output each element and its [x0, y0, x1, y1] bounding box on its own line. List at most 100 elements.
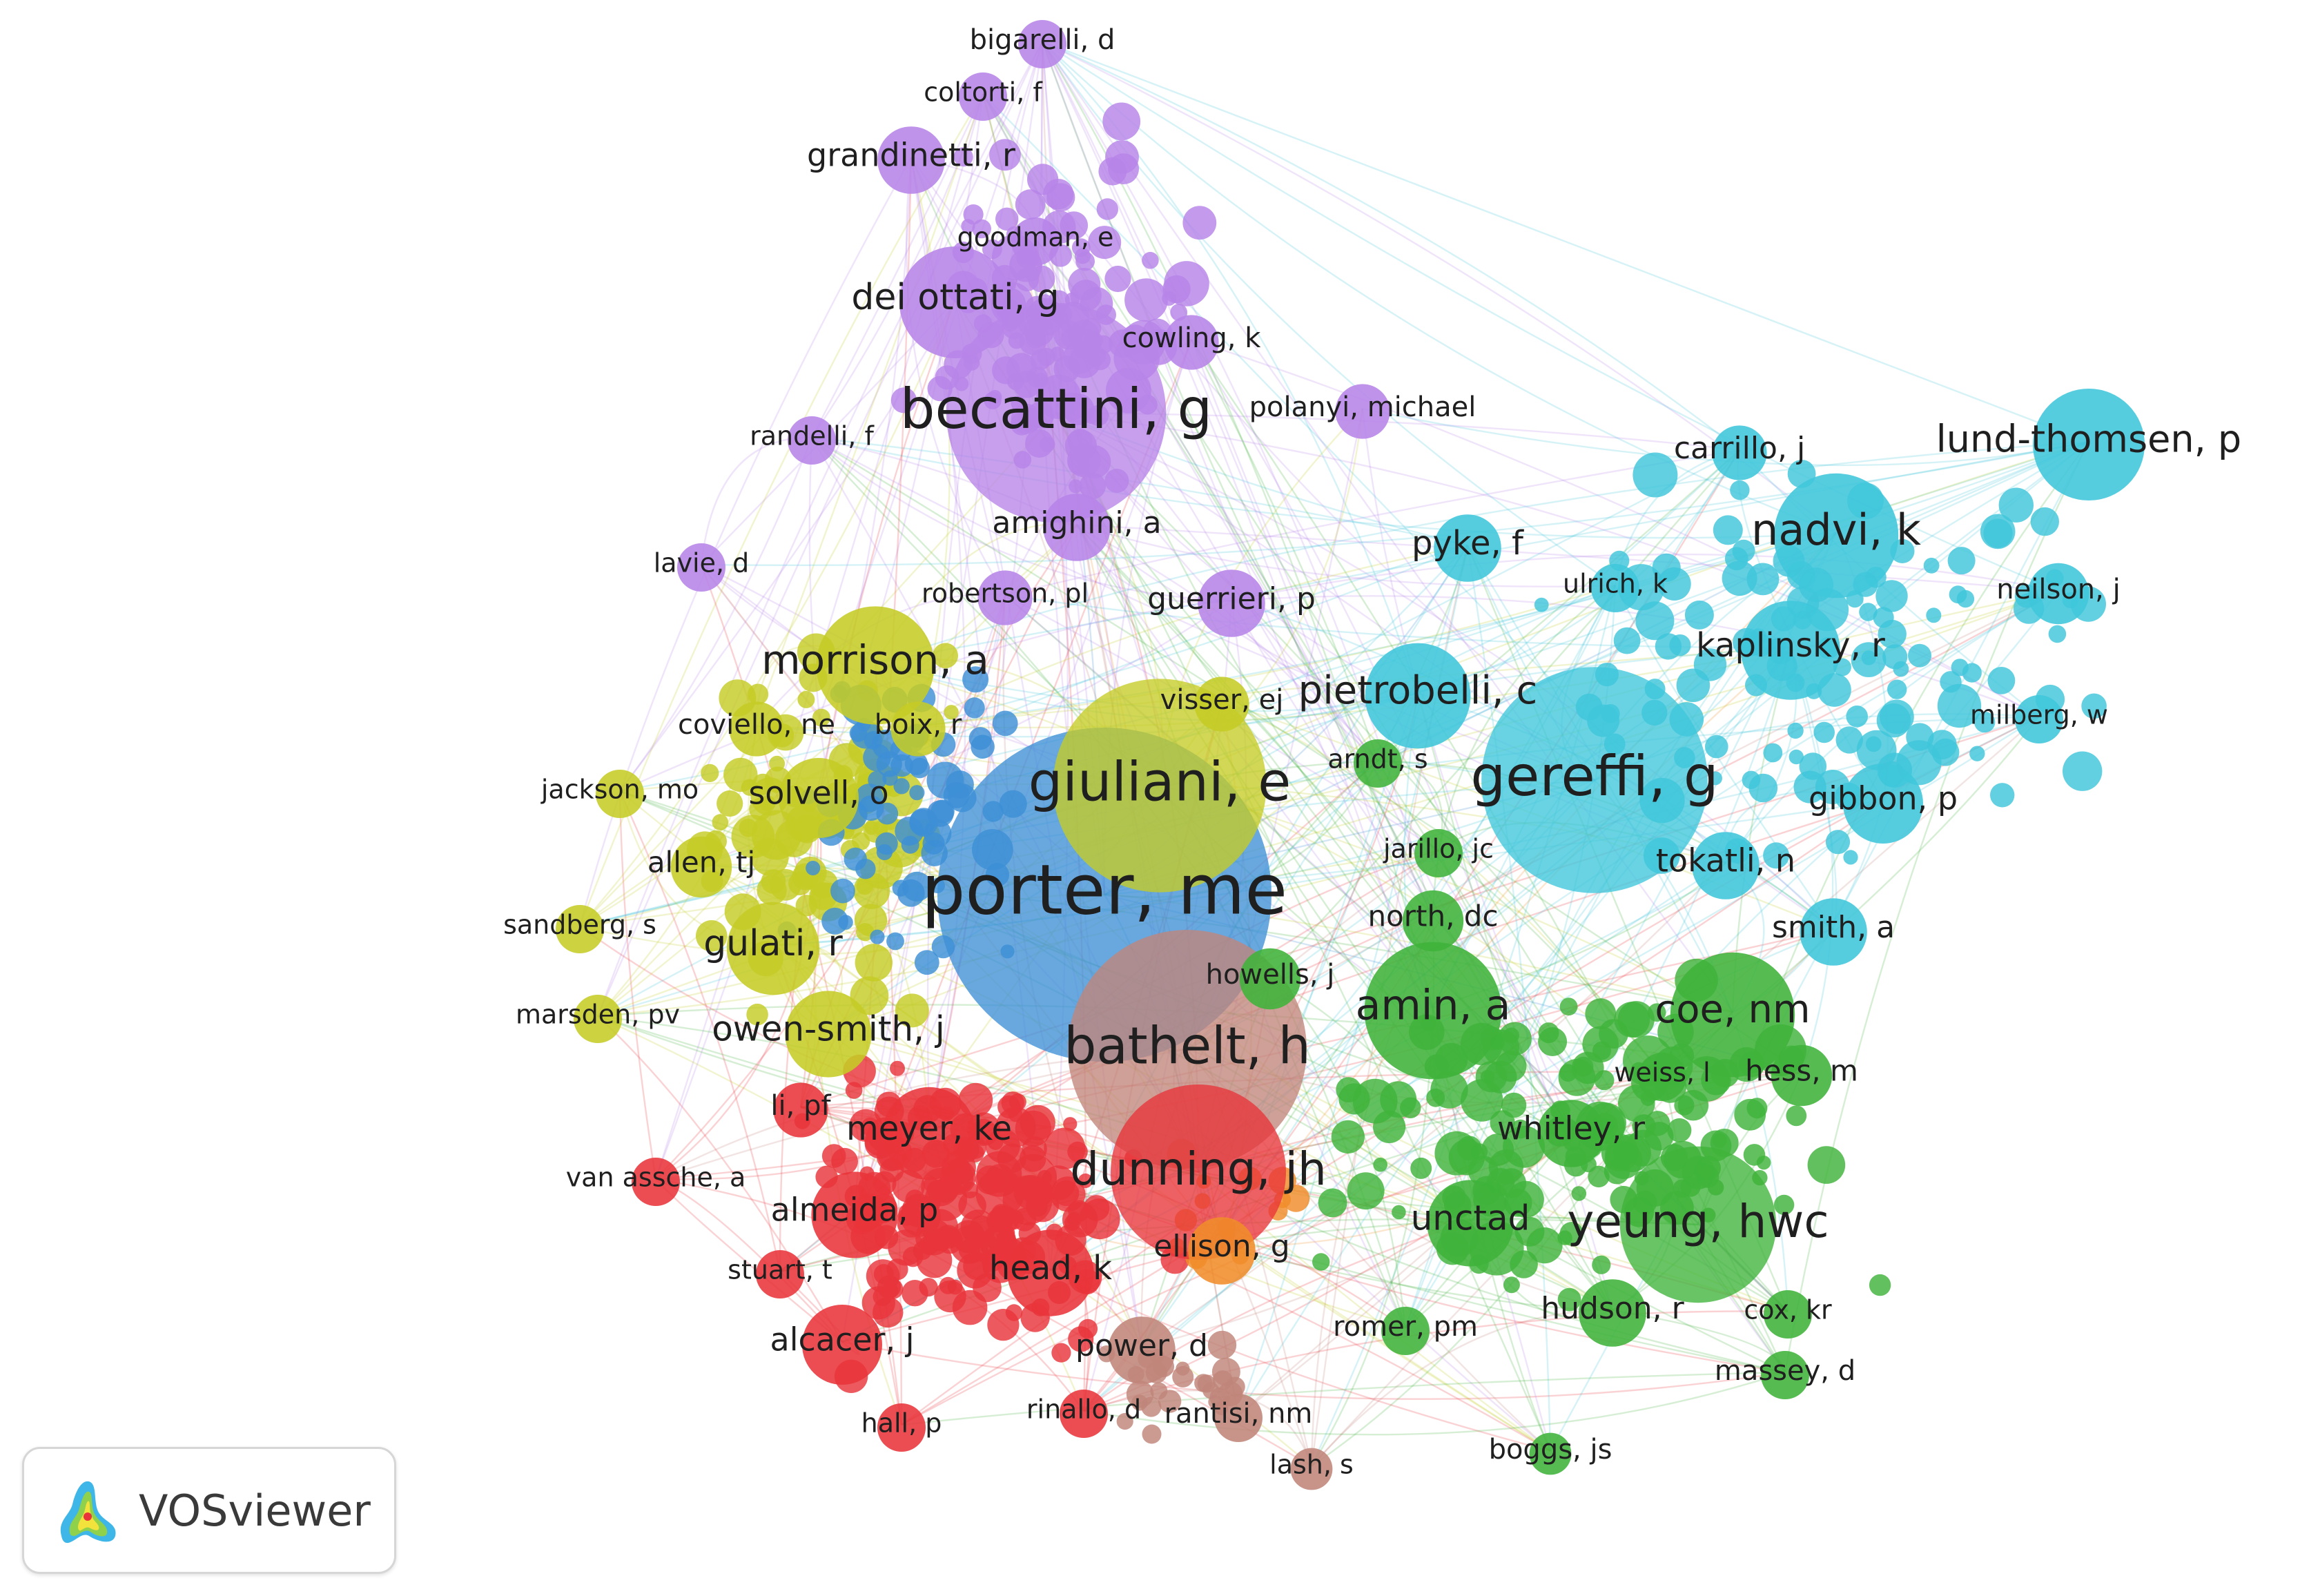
node-coltorti-f[interactable] [959, 72, 1007, 121]
node-unctad[interactable] [1427, 1180, 1514, 1267]
node-bigarelli-d[interactable] [1018, 20, 1066, 68]
node-jarillo-jc[interactable] [1414, 829, 1463, 877]
node-morrison-a[interactable] [816, 606, 935, 725]
node-guerrieri-p[interactable] [1198, 570, 1265, 637]
citation-link [618, 790, 781, 1272]
citation-link [1362, 407, 2089, 467]
node-robertson-pl[interactable] [977, 570, 1033, 625]
node-rantisi-nm[interactable] [1214, 1394, 1263, 1442]
minor-node [1116, 1412, 1133, 1430]
node-arndt-s[interactable] [1354, 739, 1402, 788]
minor-node [1926, 607, 1942, 623]
node-goodman-e[interactable] [1011, 217, 1060, 266]
node-label: boggs, js [1489, 1434, 1612, 1466]
node-gulati-r[interactable] [726, 902, 820, 995]
node-allen-tj[interactable] [670, 836, 732, 898]
node-milberg-w[interactable] [2015, 695, 2063, 743]
node-boix-r[interactable] [890, 701, 946, 757]
node-rinallo-d[interactable] [1060, 1390, 1108, 1438]
minor-node [1490, 1110, 1515, 1136]
node-hess-m[interactable] [1771, 1044, 1833, 1107]
node-ellison-g[interactable] [1188, 1217, 1256, 1285]
node-lash-s[interactable] [1290, 1448, 1333, 1490]
node-label: lavie, d [654, 548, 750, 578]
node-dunning-jh[interactable] [1111, 1084, 1286, 1260]
node-owen-smith-j[interactable] [785, 991, 872, 1078]
minor-node [1835, 726, 1863, 754]
node-visser-ej[interactable] [1194, 677, 1249, 732]
node-lund-thomsen-p[interactable] [2033, 389, 2145, 500]
citation-link [1141, 1219, 1471, 1349]
minor-node [995, 207, 1019, 231]
node-polanyi-michael[interactable] [1335, 384, 1390, 439]
node-north-dc[interactable] [1402, 890, 1464, 952]
minor-node [868, 770, 887, 790]
node-label: sandberg, s [503, 910, 656, 940]
node-romer-pm[interactable] [1381, 1307, 1430, 1355]
node-sandberg-s[interactable] [556, 905, 604, 953]
node-randelli-f[interactable] [788, 416, 836, 465]
node-boggs-js[interactable] [1529, 1432, 1572, 1475]
node-label: hess, m [1745, 1054, 1858, 1088]
node-nadvi-k[interactable] [1773, 473, 1899, 598]
node-marsden-pv[interactable] [574, 995, 622, 1043]
node-pyke-f[interactable] [1434, 514, 1501, 582]
minor-node [821, 1144, 846, 1168]
node-hudson-r[interactable] [1579, 1279, 1646, 1347]
node-massey-d[interactable] [1761, 1351, 1809, 1399]
node-neilson-j[interactable] [2027, 563, 2089, 625]
node-lavie-d[interactable] [677, 543, 725, 592]
node-whitley-r[interactable] [1537, 1100, 1605, 1167]
minor-node [1876, 703, 1911, 738]
node-gereffi-g[interactable] [1481, 667, 1708, 893]
node-cox-kr[interactable] [1764, 1290, 1812, 1339]
minor-node [1859, 603, 1878, 621]
minor-node [2063, 751, 2103, 791]
node-gibbon-p[interactable] [1843, 763, 1923, 844]
node-almeida-p[interactable] [811, 1171, 898, 1258]
minor-node [1207, 1330, 1237, 1360]
node-meyer-ke[interactable] [882, 1087, 976, 1180]
citation-link [1269, 449, 1740, 977]
minor-node [888, 1229, 924, 1266]
node-solvell-o[interactable] [779, 758, 859, 838]
node-label: hudson, r [1541, 1291, 1684, 1326]
node-li-pf[interactable] [773, 1082, 828, 1138]
node-howells-j[interactable] [1239, 948, 1301, 1010]
node-grandinetti-r[interactable] [877, 126, 945, 194]
node-coviello-ne[interactable] [729, 701, 784, 757]
node-van-assche-a[interactable] [632, 1158, 680, 1206]
minor-node [1534, 597, 1549, 612]
minor-node [963, 204, 984, 225]
node-kaplinsky-r[interactable] [1741, 601, 1840, 700]
minor-node [1807, 1146, 1846, 1184]
node-hall-p[interactable] [877, 1403, 926, 1452]
node-stuart-t[interactable] [756, 1250, 804, 1298]
node-amin-a[interactable] [1364, 942, 1502, 1080]
node-power-d[interactable] [1108, 1316, 1176, 1384]
node-jackson-mo[interactable] [596, 770, 644, 818]
minor-node [1071, 238, 1091, 257]
minor-node [746, 1003, 768, 1026]
node-dei-ottati-g[interactable] [899, 246, 1011, 358]
citation-link [917, 584, 1616, 728]
node-pietrobelli-c[interactable] [1365, 643, 1471, 749]
node-weiss-l[interactable] [1638, 1053, 1686, 1101]
node-tokatli-n[interactable] [1692, 832, 1760, 899]
node-becattini-g[interactable] [946, 302, 1167, 523]
node-smith-a[interactable] [1800, 898, 1867, 966]
minor-node [901, 835, 919, 854]
node-giuliani-e[interactable] [1053, 679, 1267, 893]
node-amighini-a[interactable] [1043, 494, 1111, 561]
node-carrillo-j[interactable] [1712, 425, 1767, 480]
citation-link [811, 436, 1802, 1073]
node-yeung-hwc[interactable] [1619, 1146, 1777, 1303]
minor-node [856, 923, 875, 942]
node-cowling-k[interactable] [1164, 315, 1219, 370]
node-head-k[interactable] [1007, 1229, 1094, 1316]
node-alcacer-j[interactable] [802, 1305, 882, 1385]
minor-node [1937, 683, 1982, 728]
node-coe-nm[interactable] [1670, 952, 1795, 1078]
node-ulrich-k[interactable] [1591, 564, 1639, 612]
minor-node [944, 705, 959, 720]
